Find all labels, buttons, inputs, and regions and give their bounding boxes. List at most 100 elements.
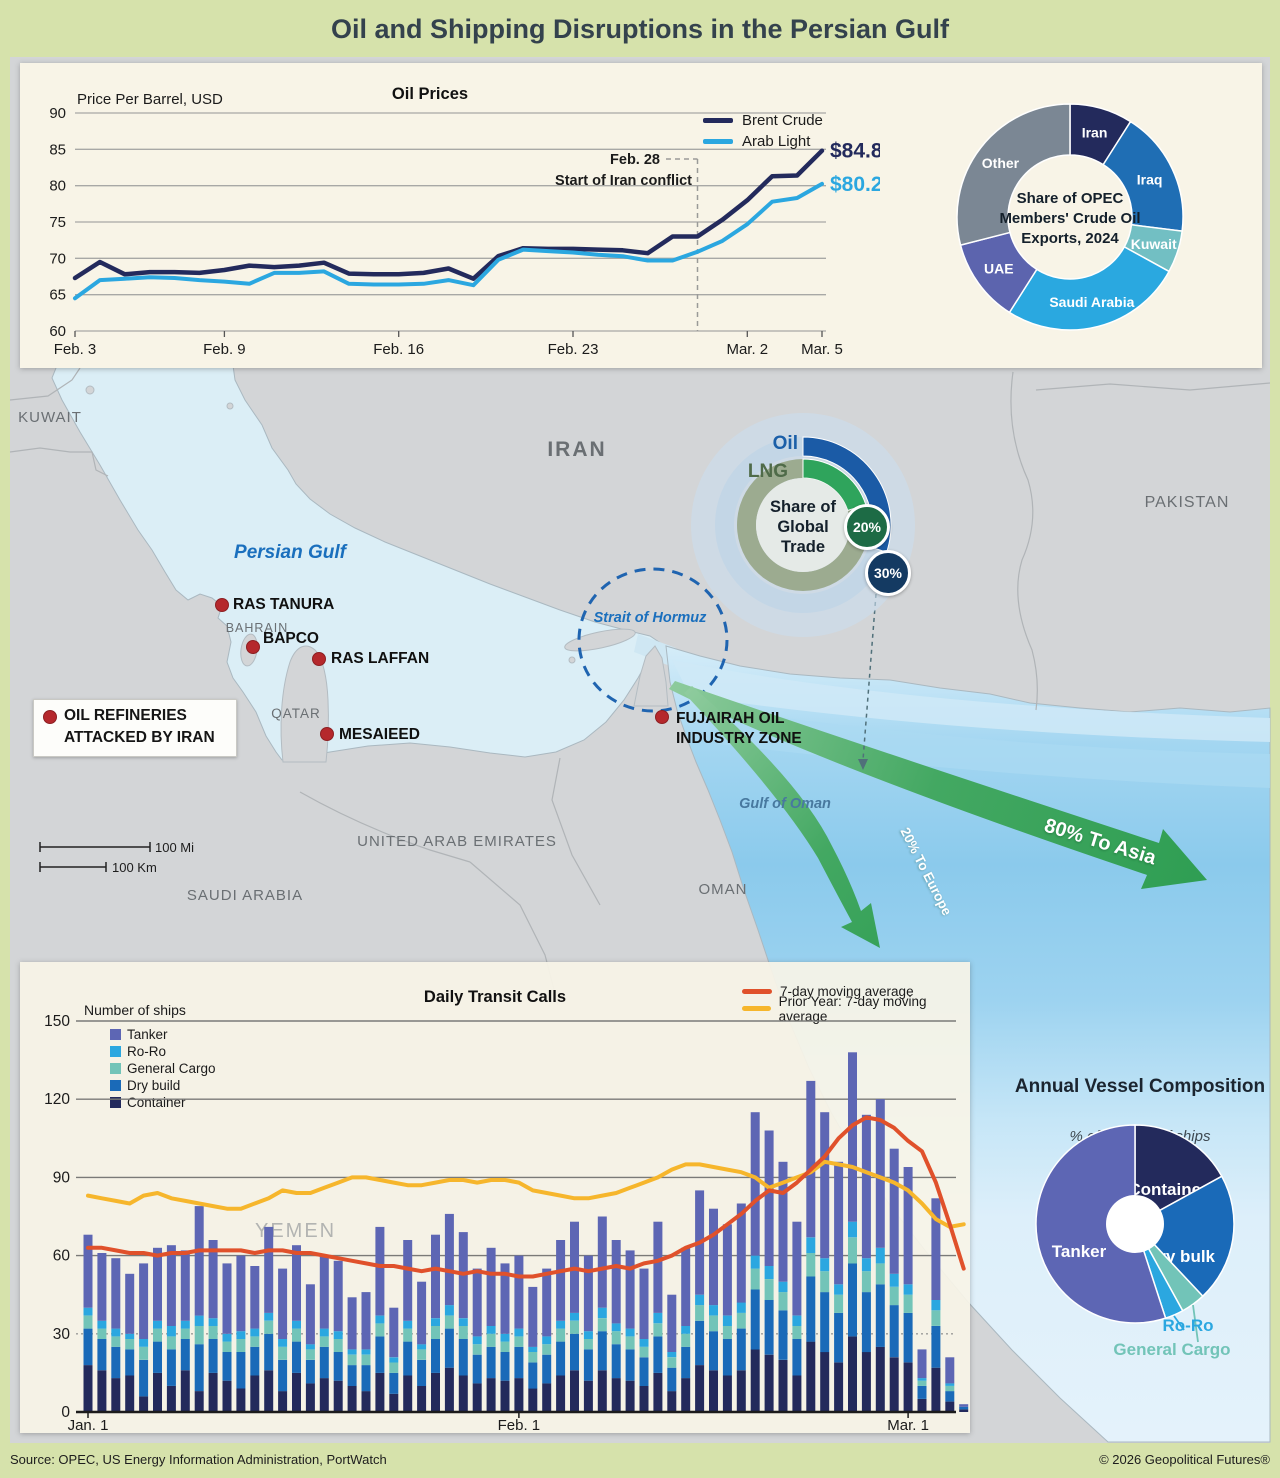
general-cargo-swatch [110,1063,121,1074]
svg-text:90: 90 [53,1169,71,1186]
arab-light-swatch [703,139,733,144]
opec-title-1: Share of OPEC [1017,190,1124,207]
coastal-shallows-2 [700,706,1270,788]
refinery-legend-line2: ATTACKED BY IRAN [64,729,215,746]
label-uae: UNITED ARAB EMIRATES [357,833,557,850]
scale-label-km: 100 Km [112,860,157,875]
prior-ma7-swatch [742,1006,771,1011]
roro-leader-line [1173,1315,1185,1331]
brent-swatch [703,118,733,123]
daily-transit-panel: Daily Transit Calls Number of ships Tank… [20,962,970,1433]
svg-text:65: 65 [49,287,66,304]
svg-text:80: 80 [49,178,66,195]
tanker-swatch [110,1029,121,1040]
opec-title-3: Exports, 2024 [1021,230,1119,247]
oil-chart-title: Oil Prices [392,85,468,103]
series-Arab Light [73,181,824,301]
vessel-donut-title: Annual Vessel Composition [1014,1076,1266,1097]
series-Brent Crude [72,148,825,281]
label-persian-gulf: Persian Gulf [234,542,346,563]
opec-exports-donut: Iran Iraq Kuwait Saudi Arabia UAE Other Share… [956,103,1184,331]
trade-label-lng: LNG [747,461,788,482]
island [568,656,576,664]
label-oman: OMAN [698,881,748,898]
strait-of-hormuz-circle [577,567,729,713]
refinery-dot-mesaieed [320,727,334,741]
opec-title-2: Members' Crude Oil [999,210,1140,227]
svg-text:Feb. 9: Feb. 9 [203,341,246,358]
legend-ma7: 7-day moving average [742,983,970,1000]
svg-text:Feb. 23: Feb. 23 [548,341,599,358]
svg-text:Jan. 1: Jan. 1 [68,1417,109,1433]
refinery-dot-bapco [246,640,260,654]
svg-text:Feb. 28: Feb. 28 [610,152,660,168]
svg-text:120: 120 [44,1091,70,1108]
persian-gulf-water [51,357,666,761]
trade-center-2: Global [777,518,828,536]
svg-text:Mar. 5: Mar. 5 [801,341,843,358]
yemen-underlay-label: YEMEN [255,1220,336,1242]
musandam-peninsula [633,645,669,707]
legend-prior-ma7: Prior Year: 7-day moving average [742,994,970,1024]
svg-text:30: 30 [53,1326,71,1343]
svg-text:Start of Iran conflict: Start of Iran conflict [555,173,692,189]
refinery-legend-dot [43,710,57,724]
opec-label-Other: Other [982,155,1020,171]
vessel-hole [1106,1195,1164,1253]
legend-tanker: Tanker [110,1026,216,1043]
footer-copyright: © 2026 Geopolitical Futures® [1099,1452,1270,1467]
vessel-slice-Dry bulk [1133,1175,1235,1298]
trade-connector [858,593,877,770]
vessel-label-roro: Ro-Ro [1162,1316,1214,1335]
dry-build-swatch [110,1080,121,1091]
label-saudi-arabia: SAUDI ARABIA [186,887,304,904]
refinery-legend: OIL REFINERIES ATTACKED BY IRAN [33,699,237,757]
legend-arab-light: Arab Light [703,131,823,152]
refinery-dot-ras-tanura [215,598,229,612]
ma7-swatch [742,989,772,994]
transit-ylabel: Number of ships [84,1002,186,1018]
trade-center [756,478,850,572]
legend-roro: Ro-Ro [110,1043,216,1060]
asia-flow-arrow [669,681,1207,889]
container-swatch [110,1097,121,1108]
scale-label-mi: 100 Mi [155,840,195,855]
roro-swatch [110,1046,121,1057]
transit-title: Daily Transit Calls [423,988,567,1006]
trade-badge-20: 20% [844,504,890,550]
opec-slice-Other [956,103,1071,247]
trade-badge-30: 30% [865,550,911,596]
opec-label-UAE: UAE [984,261,1014,277]
oil-chart-ylabel: Price Per Barrel, USD [77,91,223,108]
page-title: Oil and Shipping Disruptions in the Pers… [330,14,950,44]
legend-brent: Brent Crude [703,110,823,131]
label-strait-of-hormuz: Strait of Hormuz [593,610,707,626]
svg-text:90: 90 [49,105,66,122]
map-scale-bars [39,842,151,872]
label-gulf-of-oman: Gulf of Oman [739,796,831,812]
qeshm-island [564,628,636,652]
svg-text:Mar. 1: Mar. 1 [887,1417,929,1433]
refinery-dot-fujairah [655,710,669,724]
svg-text:60: 60 [53,1248,71,1265]
opec-label-Saudi Arabia: Saudi Arabia [1049,294,1134,310]
vessel-label-Tanker: Tanker [1052,1242,1107,1261]
refinery-dot-ras-laffan [312,652,326,666]
refinery-legend-line1: OIL REFINERIES [64,707,187,724]
legend-dry-build: Dry build [110,1077,216,1094]
label-kuwait: KUWAIT [18,409,82,426]
opec-label-Iran: Iran [1082,124,1108,140]
oil-annotation: Feb. 28 Start of Iran conflict [555,152,692,189]
refinery-label-ras-laffan: RAS LAFFAN [331,650,430,667]
label-bahrain: BAHRAIN [225,621,289,635]
trade-label-oil: Oil [772,433,798,454]
vessel-label-general-cargo: General Cargo [1113,1340,1231,1359]
trade-center-3: Trade [781,538,825,556]
opec-label-Iraq: Iraq [1137,172,1163,188]
refinery-label-mesaieed: MESAIEED [339,726,420,743]
legend-general-cargo: General Cargo [110,1060,216,1077]
svg-text:Mar. 2: Mar. 2 [726,341,768,358]
oil-chart-legend: Brent Crude Arab Light [703,110,823,152]
